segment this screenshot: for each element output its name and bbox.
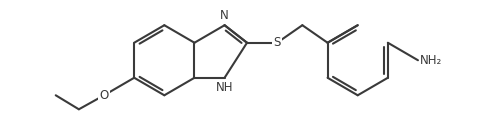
Text: N: N [220,9,229,22]
Text: NH: NH [216,81,233,94]
Text: NH₂: NH₂ [420,54,442,67]
Text: S: S [274,36,281,49]
Text: O: O [99,89,108,102]
